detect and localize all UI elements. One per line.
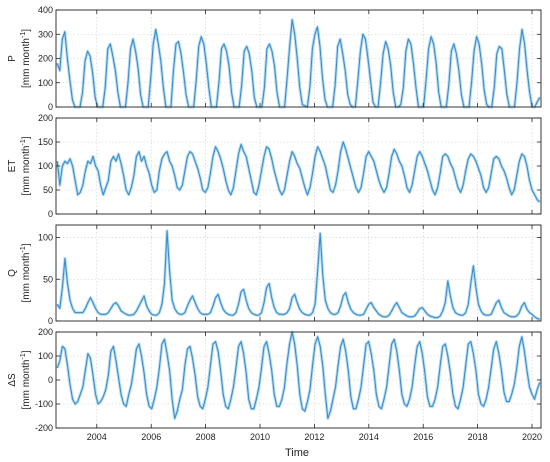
y-axis-unit-close-1: ]	[21, 136, 32, 139]
panel-0: 0 100 200 300 400 P [mm month-1]	[7, 5, 542, 112]
y-axis-unit-main-1: [mm month	[21, 146, 32, 196]
y-axis-unit-1: [mm month-1]	[20, 136, 32, 195]
x-tick-label-8: 2020	[522, 432, 542, 442]
x-tick-label-3: 2010	[250, 432, 270, 442]
x-tick-label-5: 2014	[359, 432, 379, 442]
y-axis-name-0: P	[7, 55, 18, 62]
y-tick-label-1-4: 200	[38, 113, 53, 123]
x-axis-label: Time	[285, 447, 309, 459]
x-tick-label-7: 2018	[468, 432, 488, 442]
y-tick-label-0-3: 300	[38, 29, 53, 39]
y-tick-label-3-4: 200	[38, 327, 53, 337]
panel-1: 0 50 100 150 200 ET [mm month-1]	[7, 113, 542, 219]
y-axis-unit-2: [mm month-1]	[20, 243, 32, 302]
y-tick-label-1-0: 0	[48, 209, 53, 219]
panel-2: 0 50 100 Q [mm month-1]	[7, 224, 542, 326]
y-axis-unit-main-0: [mm month	[21, 38, 32, 88]
y-axis-unit-exp-3: -1	[20, 353, 27, 359]
series-line-3	[56, 331, 541, 419]
y-tick-label-0-1: 100	[38, 78, 53, 88]
y-tick-label-3-2: 0	[48, 375, 53, 385]
y-tick-label-3-1: -100	[35, 399, 53, 409]
x-tick-label-2: 2008	[196, 432, 216, 442]
y-tick-label-1-1: 50	[43, 185, 53, 195]
y-axis-unit-main-2: [mm month	[21, 253, 32, 303]
y-tick-label-3-3: 100	[38, 351, 53, 361]
x-tick-label-1: 2006	[141, 432, 161, 442]
x-tick-label-6: 2016	[413, 432, 433, 442]
y-tick-label-1-3: 150	[38, 137, 53, 147]
y-axis-unit-close-3: ]	[21, 350, 32, 353]
y-axis-unit-0: [mm month-1]	[20, 29, 32, 88]
series-line-1	[56, 141, 541, 203]
y-axis-name-2: Q	[7, 269, 18, 277]
panel-3: -200 -100 0 100 200 2004 2006 2008 2010 2012 2014 2…	[7, 327, 542, 442]
y-tick-label-2-1: 50	[43, 274, 53, 284]
y-tick-label-0-2: 200	[38, 54, 53, 64]
series-line-2	[56, 230, 540, 320]
y-axis-unit-main-3: [mm month	[21, 360, 32, 410]
y-axis-name-3: ΔS	[7, 373, 18, 387]
y-axis-name-1: ET	[7, 160, 18, 173]
y-tick-label-0-0: 0	[48, 102, 53, 112]
y-axis-unit-exp-2: -1	[20, 246, 27, 252]
x-tick-label-0: 2004	[87, 432, 107, 442]
axes-frame-2	[55, 224, 542, 322]
y-tick-label-2-2: 100	[38, 233, 53, 243]
y-tick-label-1-2: 100	[38, 161, 53, 171]
series-line-0	[56, 19, 541, 108]
y-axis-unit-close-2: ]	[21, 243, 32, 246]
y-axis-unit-3: [mm month-1]	[20, 350, 32, 409]
y-axis-unit-exp-1: -1	[20, 139, 27, 145]
y-tick-label-2-0: 0	[48, 316, 53, 326]
y-tick-label-0-4: 400	[38, 5, 53, 15]
y-tick-label-3-0: -200	[35, 423, 53, 433]
y-axis-unit-close-0: ]	[21, 29, 32, 32]
x-tick-label-4: 2012	[304, 432, 324, 442]
y-axis-unit-exp-0: -1	[20, 32, 27, 38]
